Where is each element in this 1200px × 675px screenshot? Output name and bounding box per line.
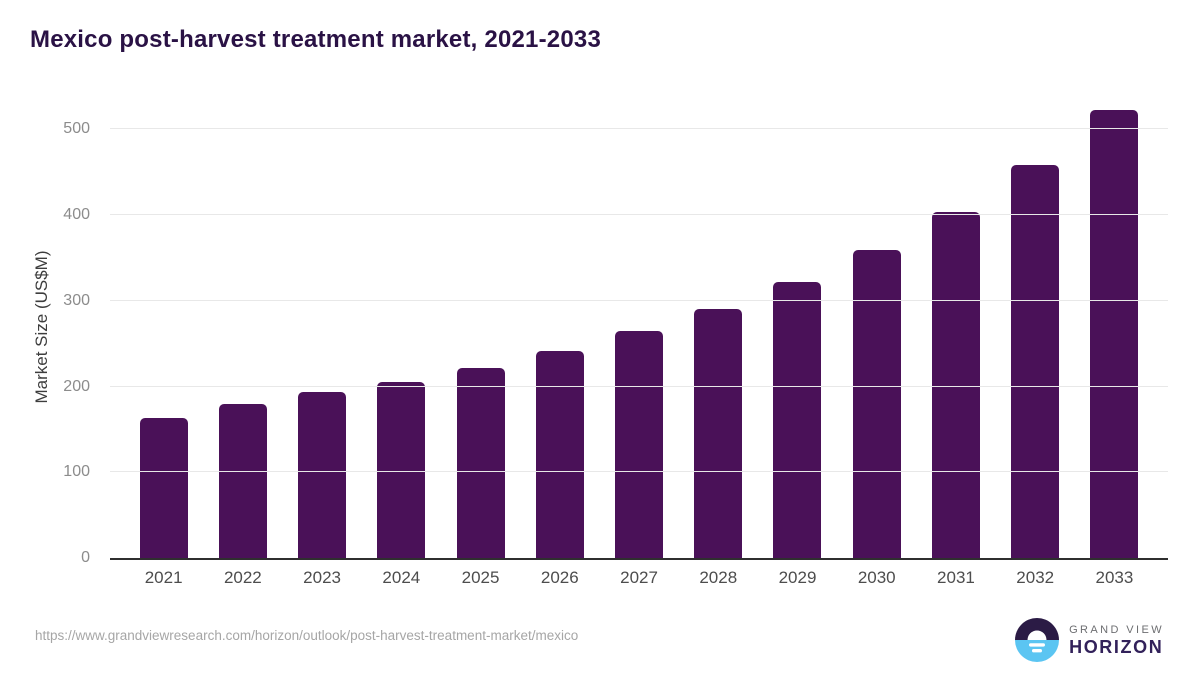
y-tick-label-400: 400 bbox=[63, 206, 90, 224]
horizon-sun-icon bbox=[1015, 618, 1060, 662]
plot-area: 0 100 200 300 400 500 bbox=[63, 95, 1168, 566]
gridline-100 bbox=[110, 471, 1168, 473]
bar-column-2028 bbox=[679, 95, 758, 558]
bar-2024 bbox=[377, 382, 426, 558]
x-tick-label-2033: 2033 bbox=[1095, 568, 1134, 587]
y-tick-label-200: 200 bbox=[63, 377, 90, 395]
bar-2030 bbox=[852, 250, 901, 558]
y-tick-label-0: 0 bbox=[81, 549, 90, 566]
bar-column-2024 bbox=[362, 95, 441, 558]
x-tick-label-2032: 2032 bbox=[1016, 568, 1055, 587]
gridline-300 bbox=[110, 299, 1168, 301]
bar-column-2021 bbox=[124, 95, 203, 558]
bar-2023 bbox=[298, 391, 347, 558]
brand-logo: GRAND VIEW HORIZON bbox=[1015, 618, 1164, 662]
x-tick-label-2024: 2024 bbox=[382, 568, 421, 587]
brand-name: GRAND VIEW HORIZON bbox=[1069, 623, 1164, 657]
y-tick-label-300: 300 bbox=[63, 291, 90, 309]
x-axis-labels: 2021 2022 2023 2024 2025 2026 2027 2028 2029 2030… bbox=[110, 568, 1168, 588]
source-url: https://www.grandviewresearch.com/horizo… bbox=[35, 628, 579, 643]
bar-column-2025 bbox=[441, 95, 520, 558]
bar-column-2032 bbox=[996, 95, 1075, 558]
x-tick-label-2030: 2030 bbox=[857, 568, 896, 587]
x-tick-label-2021: 2021 bbox=[144, 568, 183, 587]
bar-2025 bbox=[456, 367, 505, 558]
bar-column-2022 bbox=[203, 95, 282, 558]
bar-2033 bbox=[1090, 109, 1139, 558]
x-tick-label-2029: 2029 bbox=[778, 568, 817, 587]
x-tick-label-2023: 2023 bbox=[303, 568, 341, 587]
bar-column-2031 bbox=[916, 95, 995, 558]
bars-row bbox=[110, 95, 1168, 558]
y-tick-label-500: 500 bbox=[63, 120, 90, 138]
bar-column-2027 bbox=[599, 95, 678, 558]
x-tick-label-2028: 2028 bbox=[699, 568, 738, 587]
chart-title: Mexico post-harvest treatment market, 20… bbox=[30, 26, 601, 53]
bar-column-2026 bbox=[520, 95, 599, 558]
bar-2029 bbox=[773, 281, 822, 558]
bar-2032 bbox=[1011, 165, 1060, 558]
bar-column-2023 bbox=[282, 95, 361, 558]
brand-name-bottom: HORIZON bbox=[1069, 637, 1164, 657]
x-tick-label-2027: 2027 bbox=[620, 568, 658, 587]
bar-2031 bbox=[931, 211, 980, 558]
gridline-400 bbox=[110, 214, 1168, 216]
bar-column-2030 bbox=[837, 95, 916, 558]
bar-2022 bbox=[218, 403, 267, 558]
y-tick-label-100: 100 bbox=[63, 463, 90, 481]
bar-column-2033 bbox=[1075, 95, 1154, 558]
gridline-500 bbox=[110, 128, 1168, 130]
bar-2026 bbox=[535, 350, 584, 558]
bar-2021 bbox=[139, 418, 188, 558]
gridline-200 bbox=[110, 385, 1168, 387]
bar-2028 bbox=[694, 308, 743, 558]
x-tick-label-2022: 2022 bbox=[223, 568, 262, 587]
brand-name-top: GRAND VIEW bbox=[1069, 624, 1164, 636]
bar-2027 bbox=[615, 330, 664, 558]
x-tick-label-2026: 2026 bbox=[540, 568, 579, 587]
x-tick-label-2031: 2031 bbox=[937, 568, 975, 587]
bar-column-2029 bbox=[758, 95, 837, 558]
x-tick-label-2025: 2025 bbox=[461, 568, 500, 587]
